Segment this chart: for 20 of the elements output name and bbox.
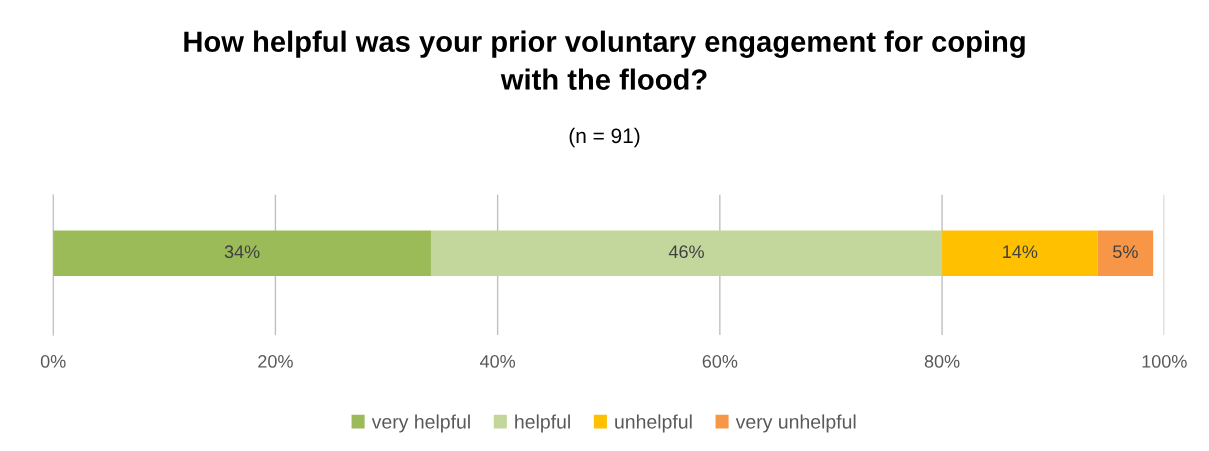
legend-label: very unhelpful [735, 414, 856, 433]
bar [1097, 230, 1154, 277]
chart-title: How helpful was your prior voluntary engagement for coping with the flood? [184, 30, 1025, 90]
data-label: 46% [668, 245, 704, 259]
x-tick-label: 0% [40, 355, 66, 368]
data-label: 34% [224, 245, 260, 259]
bar [53, 230, 431, 277]
x-tick-label: 40% [479, 355, 516, 368]
data-label: 5% [1113, 245, 1138, 259]
legend-label: helpful [515, 414, 570, 433]
bar [942, 230, 1098, 277]
legend-label: very helpful [371, 414, 470, 433]
data-label: 14% [1003, 245, 1038, 259]
chart-subtitle: (n = 91) [569, 127, 640, 148]
bar [430, 230, 943, 277]
x-tick-label: 80% [924, 355, 960, 368]
legend-label: unhelpful [615, 414, 692, 433]
x-tick-label: 60% [702, 355, 738, 368]
x-tick-label: 100% [1142, 355, 1187, 368]
x-tick-label: 20% [258, 355, 293, 368]
